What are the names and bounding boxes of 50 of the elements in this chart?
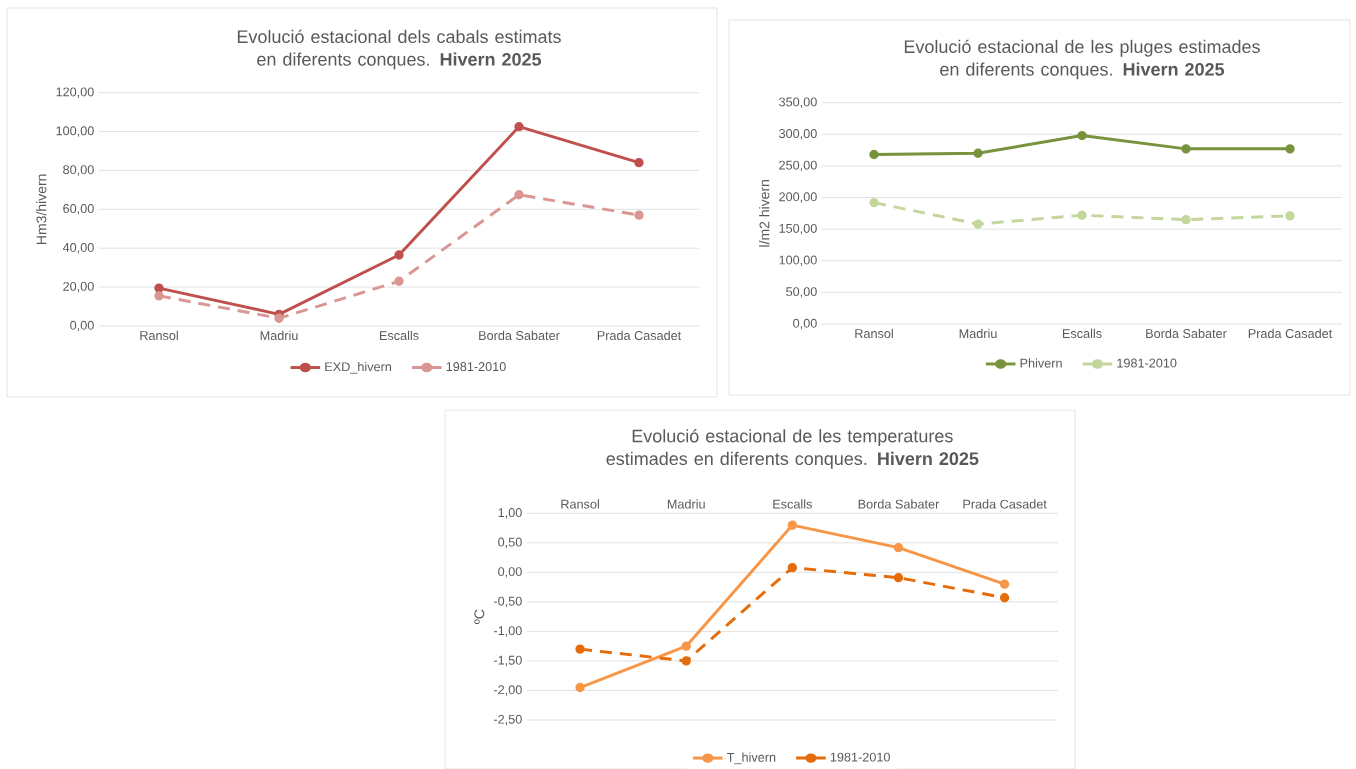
y-tick-label: 300,00: [779, 129, 817, 140]
x-tick-label: Madriu: [667, 499, 705, 509]
chart-title: Evolució estacional dels cabals estimats en diferents conques. Hivern 2025: [237, 29, 561, 70]
y-axis-title: l/m2 hivern: [759, 180, 770, 247]
x-tick-label: Madriu: [959, 328, 997, 339]
legend-label: EXD_hivern: [325, 361, 392, 374]
x-tick-label: Ransol: [140, 330, 178, 341]
y-tick-label: 1,00: [498, 508, 522, 519]
y-tick-label: 0,50: [498, 537, 522, 549]
x-tick-label: Borda Sabater: [1146, 328, 1227, 339]
y-tick-label: 100,00: [779, 255, 817, 266]
y-tick-label: 150,00: [779, 223, 817, 235]
y-tick-label: -2,50: [493, 714, 522, 726]
y-axis-title: ºC: [474, 609, 485, 625]
y-axis-title: Hm3/hivern: [36, 174, 47, 244]
y-tick-label: -0,50: [493, 596, 522, 608]
y-tick-label: 0,00: [70, 320, 94, 332]
legend-label: 1981-2010: [446, 362, 506, 372]
chart-title: Evolució estacional de les pluges estimades en diferents conques. Hivern 2025: [904, 39, 1260, 80]
y-tick-label: -1,50: [493, 655, 522, 667]
x-tick-label: Escalls: [1062, 328, 1102, 339]
y-tick-label: 0,00: [498, 567, 522, 578]
y-tick-label: 200,00: [779, 192, 817, 203]
legend-label: T_hivern: [727, 752, 776, 765]
y-tick-label: 120,00: [56, 87, 94, 98]
x-tick-label: Prada Casadet: [963, 499, 1047, 509]
x-tick-label: Ransol: [561, 499, 599, 509]
x-tick-label: Escalls: [773, 499, 812, 509]
y-tick-label: 0,00: [793, 318, 817, 330]
legend-label: Phivern: [1020, 358, 1062, 368]
x-tick-label: Prada Casadet: [1248, 328, 1333, 339]
y-tick-label: 40,00: [62, 242, 94, 254]
x-tick-label: Escalls: [379, 330, 419, 341]
y-tick-label: 250,00: [779, 160, 817, 172]
x-tick-label: Ransol: [855, 328, 893, 339]
legend-label: 1981-2010: [1117, 358, 1177, 368]
y-tick-label: 100,00: [56, 126, 94, 137]
x-tick-label: Madriu: [260, 330, 298, 341]
y-tick-label: -2,00: [493, 685, 522, 696]
x-tick-label: Prada Casadet: [597, 330, 682, 341]
x-tick-label: Borda Sabater: [479, 330, 560, 341]
y-tick-label: 80,00: [63, 165, 94, 176]
legend-label: 1981-2010: [830, 752, 890, 762]
y-tick-label: -1,00: [493, 626, 522, 637]
y-tick-label: 60,00: [63, 204, 94, 215]
y-tick-label: 350,00: [779, 97, 817, 108]
y-tick-label: 50,00: [786, 287, 817, 298]
x-tick-label: Borda Sabater: [858, 499, 940, 509]
chart-title: Evolució estacional de les temperatures estimades en diferents conques. Hivern 2025: [606, 428, 979, 469]
y-tick-label: 20,00: [63, 281, 94, 293]
